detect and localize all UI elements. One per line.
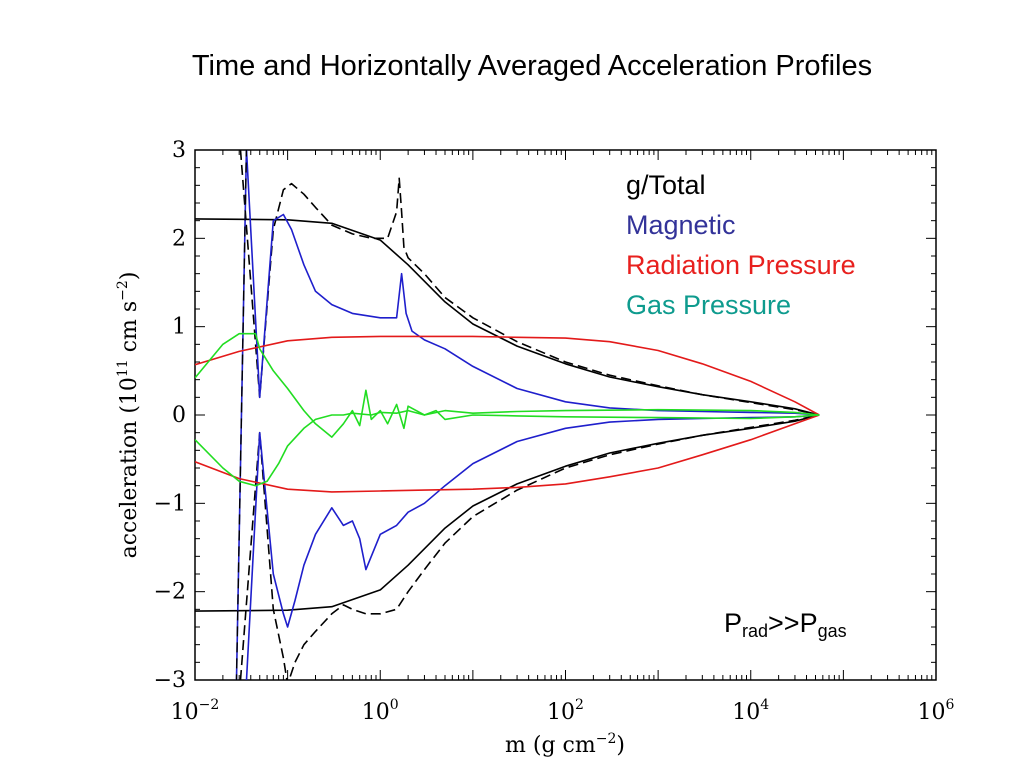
y-axis-label-close: )	[117, 272, 142, 281]
x-tick-base: 10	[918, 700, 946, 725]
x-tick-exp: −2	[199, 697, 220, 713]
x-tick-exp: 0	[390, 697, 399, 713]
x-tick-label: 102	[547, 697, 584, 725]
legend-entry-radiation: Radiation Pressure	[626, 250, 856, 280]
annotation-sub-gas: gas	[817, 621, 847, 641]
series-total-lower	[239, 414, 820, 680]
x-tick-base: 10	[171, 700, 199, 725]
x-tick-label: 106	[918, 697, 955, 725]
x-tick-base: 10	[732, 700, 760, 725]
annotation-sub-rad: rad	[742, 621, 769, 641]
series-mag-upper	[245, 150, 820, 416]
x-tick-label: 104	[732, 697, 769, 725]
series-gas-upper	[195, 332, 820, 438]
y-tick-label: 3	[172, 138, 186, 163]
legend-entry-total: g/Total	[626, 170, 706, 200]
y-tick-label: −2	[154, 580, 186, 605]
annotation-mid: >>P	[768, 608, 818, 638]
series-total-upper	[239, 150, 820, 416]
page-title: Time and Horizontally Averaged Accelerat…	[191, 50, 873, 82]
y-tick-label: 1	[172, 315, 186, 340]
x-tick-base: 10	[362, 700, 390, 725]
x-axis-label: m (g cm−2)	[505, 731, 625, 758]
x-axis-label-exp: −2	[596, 731, 617, 747]
annotation-p: P	[724, 608, 743, 638]
y-tick-label: −3	[154, 668, 186, 693]
series-mag-lower	[245, 414, 820, 680]
y-axis-label: acceleration (1011 cm s−2)	[115, 272, 142, 559]
prad-gg-pgas-annotation: Prad>>Pgas	[724, 608, 847, 642]
x-axis-label-main: m (g cm	[505, 733, 596, 758]
x-tick-base: 10	[547, 700, 575, 725]
series-gas-lower	[195, 409, 820, 487]
series-layer	[195, 150, 820, 680]
x-axis-label-close: )	[616, 733, 625, 758]
series-g-upper	[195, 218, 820, 416]
x-tick-exp: 4	[760, 697, 769, 713]
y-tick-label: 0	[172, 403, 186, 428]
y-axis-label-mid: cm s	[117, 301, 142, 359]
y-tick-label: 2	[172, 226, 186, 251]
series-rad-lower	[195, 414, 820, 493]
x-tick-exp: 6	[946, 697, 955, 713]
x-tick-label: 10−2	[171, 697, 220, 725]
y-axis-label-exp1: 11	[115, 359, 131, 377]
series-rad-upper	[195, 335, 820, 416]
y-tick-label: −1	[154, 491, 186, 516]
x-tick-exp: 2	[575, 697, 584, 713]
legend-entry-gas: Gas Pressure	[626, 290, 792, 320]
legend-entry-magnetic: Magnetic	[626, 210, 736, 240]
x-tick-label: 100	[362, 697, 399, 725]
series-total-spike-overlay	[235, 150, 248, 680]
axis-ticks	[194, 149, 936, 681]
legend: g/Total Magnetic Radiation Pressure Gas …	[626, 165, 856, 325]
y-axis-label-main: acceleration (10	[117, 377, 142, 558]
y-axis-label-exp2: −2	[115, 280, 131, 301]
